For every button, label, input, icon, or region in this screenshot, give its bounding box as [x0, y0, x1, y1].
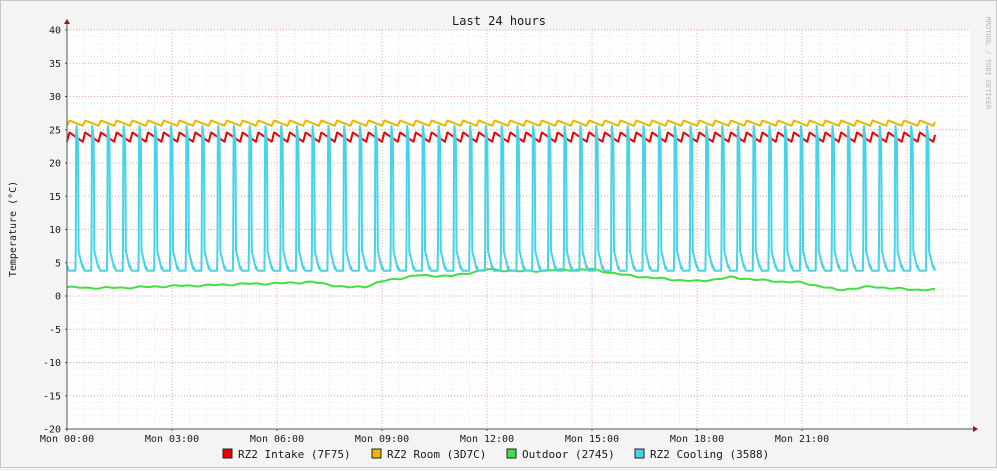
chart-title: Last 24 hours — [452, 14, 546, 28]
watermark: RRDTOOL / TOBI OETIKER — [984, 17, 992, 111]
legend-swatch — [506, 448, 517, 459]
legend-swatch — [371, 448, 382, 459]
y-tick-label: 5 — [55, 258, 61, 269]
y-tick-label: 10 — [49, 225, 61, 236]
y-axis-arrow — [64, 19, 70, 24]
legend-item: RZ2 Room (3D7C) — [371, 448, 486, 461]
y-tick-label: -15 — [43, 391, 61, 402]
y-tick-label: 0 — [55, 292, 61, 303]
x-tick-label: Mon 12:00 — [460, 434, 514, 445]
x-tick-label: Mon 21:00 — [775, 434, 829, 445]
series-line-rz2-room-3d7c — [66, 119, 936, 127]
y-tick-label: 15 — [49, 192, 61, 203]
series-layer — [66, 119, 936, 292]
x-tick-label: Mon 15:00 — [565, 434, 619, 445]
y-tick-label: -20 — [43, 425, 61, 436]
x-tick-label: Mon 09:00 — [355, 434, 409, 445]
legend-swatch — [222, 448, 233, 459]
legend-swatch — [634, 448, 645, 459]
series-line-rz2-cooling-3588 — [66, 125, 936, 272]
y-tick-label: 40 — [49, 26, 61, 37]
legend: RZ2 Intake (7F75) RZ2 Room (3D7C) Outdoor … — [222, 448, 769, 461]
legend-item: RZ2 Cooling (3588) — [634, 448, 769, 461]
x-axis-arrow — [973, 426, 978, 432]
y-tick-labels: 40 35 30 25 20 15 10 5 0 -5 -10 -15 -20 — [43, 26, 67, 436]
y-tick-label: 25 — [49, 125, 61, 136]
legend-label: RZ2 Room (3D7C) — [387, 448, 486, 461]
x-tick-labels: Mon 00:00 Mon 03:00 Mon 06:00 Mon 09:00 Mon … — [40, 429, 829, 445]
x-tick-label: Mon 00:00 — [40, 434, 94, 445]
axes — [64, 19, 978, 432]
x-tick-label: Mon 18:00 — [670, 434, 724, 445]
legend-label: Outdoor (2745) — [522, 448, 615, 461]
legend-label: RZ2 Cooling (3588) — [650, 448, 769, 461]
x-tick-label: Mon 03:00 — [145, 434, 199, 445]
y-tick-label: 30 — [49, 92, 61, 103]
y-tick-label: -10 — [43, 358, 61, 369]
legend-label: RZ2 Intake (7F75) — [238, 448, 351, 461]
legend-item: Outdoor (2745) — [506, 448, 615, 461]
x-tick-label: Mon 06:00 — [250, 434, 304, 445]
y-axis-label: Temperature (°C) — [8, 181, 19, 277]
y-tick-label: 20 — [49, 159, 61, 170]
y-tick-label: -5 — [49, 325, 61, 336]
y-tick-label: 35 — [49, 59, 61, 70]
legend-item: RZ2 Intake (7F75) — [222, 448, 351, 461]
